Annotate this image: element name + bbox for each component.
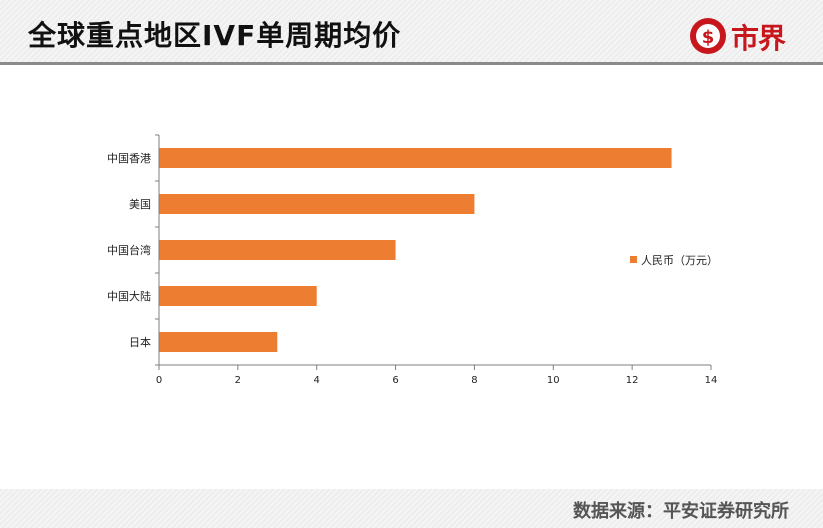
bar-3 (159, 240, 396, 260)
logo-coin-icon: $ (690, 18, 726, 54)
chart-panel: 中国香港美国中国台湾中国大陆日本 0 2 4 6 8 10 12 14 人民币（万元） (0, 65, 823, 489)
page-title: 全球重点地区IVF单周期均价 (28, 19, 402, 52)
bar-4 (159, 286, 317, 306)
category-label-3: 中国台湾 (107, 243, 151, 257)
value-tick-label-12: 12 (626, 375, 639, 386)
value-tick-label-14: 14 (705, 375, 718, 386)
legend-label: 人民币（万元） (641, 254, 718, 267)
value-tick-label-4: 4 (314, 375, 320, 386)
category-label-1: 中国香港 (107, 152, 151, 165)
legend-swatch (630, 256, 637, 263)
svg-text:$: $ (702, 27, 715, 48)
bar-5 (159, 332, 278, 352)
logo-wordmark: 市界 (731, 22, 786, 55)
bar-2 (159, 194, 475, 214)
value-tick-label-2: 2 (235, 375, 241, 386)
brand-logo: $ 市界 (688, 14, 800, 58)
category-label-4: 中国大陆 (107, 289, 151, 303)
data-source-note: 数据来源：平安证券研究所 (573, 501, 789, 522)
header-divider (0, 62, 823, 65)
value-tick-label-8: 8 (471, 375, 477, 386)
value-tick-label-0: 0 (156, 375, 162, 386)
category-label-2: 美国 (129, 198, 151, 211)
bar-1 (159, 148, 672, 168)
value-tick-label-6: 6 (392, 375, 398, 386)
value-tick-label-10: 10 (547, 375, 560, 386)
category-label-5: 日本 (129, 335, 151, 349)
